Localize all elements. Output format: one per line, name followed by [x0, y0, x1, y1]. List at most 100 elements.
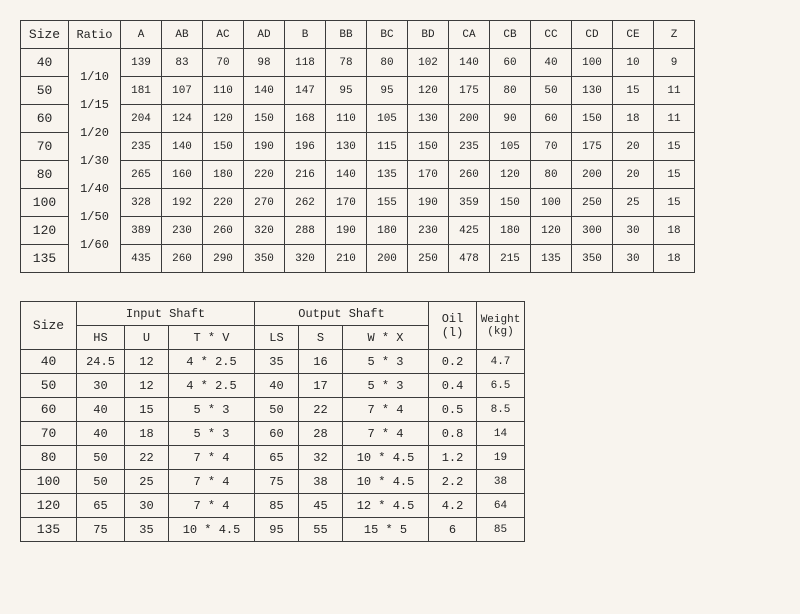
col-ad: AD — [244, 21, 285, 49]
cell-value: 7 * 4 — [169, 470, 255, 494]
cell-value: 120 — [203, 105, 244, 133]
cell-value: 200 — [572, 161, 613, 189]
cell-value: 110 — [203, 77, 244, 105]
cell-value: 78 — [326, 49, 367, 77]
cell-value: 15 — [654, 161, 695, 189]
cell-value: 478 — [449, 245, 490, 273]
cell-size: 120 — [21, 217, 69, 245]
cell-value: 16 — [299, 350, 343, 374]
cell-value: 120 — [408, 77, 449, 105]
cell-value: 140 — [244, 77, 285, 105]
cell-size: 80 — [21, 446, 77, 470]
cell-value: 15 — [654, 133, 695, 161]
cell-value: 4 * 2.5 — [169, 374, 255, 398]
cell-value: 250 — [408, 245, 449, 273]
cell-value: 10 * 4.5 — [169, 518, 255, 542]
cell-value: 180 — [367, 217, 408, 245]
cell-size: 60 — [21, 398, 77, 422]
ratio-value: 1/60 — [69, 231, 120, 259]
cell-value: 200 — [449, 105, 490, 133]
table-row: 5030124 * 2.540175 * 30.46.5 — [21, 374, 525, 398]
cell-size: 70 — [21, 422, 77, 446]
col-group-input: Input Shaft — [77, 302, 255, 326]
cell-value: 7 * 4 — [343, 422, 429, 446]
col-a: A — [121, 21, 162, 49]
cell-value: 139 — [121, 49, 162, 77]
col-bc: BC — [367, 21, 408, 49]
cell-value: 389 — [121, 217, 162, 245]
ratio-value: 1/40 — [69, 175, 120, 203]
cell-value: 55 — [299, 518, 343, 542]
cell-value: 80 — [367, 49, 408, 77]
cell-value: 0.2 — [429, 350, 477, 374]
ratio-value: 1/30 — [69, 147, 120, 175]
cell-value: 65 — [77, 494, 125, 518]
col-u: U — [125, 326, 169, 350]
col-size: Size — [21, 302, 77, 350]
cell-value: 235 — [449, 133, 490, 161]
cell-value: 83 — [162, 49, 203, 77]
col-ce: CE — [613, 21, 654, 49]
cell-value: 1.2 — [429, 446, 477, 470]
col-hs: HS — [77, 326, 125, 350]
table-row: 6020412412015016811010513020090601501811 — [21, 105, 695, 133]
cell-value: 7 * 4 — [169, 494, 255, 518]
cell-value: 17 — [299, 374, 343, 398]
cell-value: 350 — [244, 245, 285, 273]
cell-value: 7 * 4 — [343, 398, 429, 422]
cell-value: 320 — [244, 217, 285, 245]
cell-value: 28 — [299, 422, 343, 446]
cell-value: 85 — [255, 494, 299, 518]
cell-value: 150 — [490, 189, 531, 217]
cell-value: 150 — [408, 133, 449, 161]
table-row: 135753510 * 4.5955515 * 5685 — [21, 518, 525, 542]
cell-value: 288 — [285, 217, 326, 245]
cell-value: 192 — [162, 189, 203, 217]
cell-value: 30 — [613, 245, 654, 273]
cell-value: 15 * 5 — [343, 518, 429, 542]
cell-value: 50 — [255, 398, 299, 422]
table-row: 4024.5124 * 2.535165 * 30.24.7 — [21, 350, 525, 374]
table-header-row: Size Ratio A AB AC AD B BB BC BD CA CB C… — [21, 21, 695, 49]
cell-value: 15 — [613, 77, 654, 105]
cell-value: 80 — [531, 161, 572, 189]
cell-value: 300 — [572, 217, 613, 245]
ratio-value: 1/10 — [69, 63, 120, 91]
cell-value: 359 — [449, 189, 490, 217]
cell-value: 175 — [449, 77, 490, 105]
cell-value: 216 — [285, 161, 326, 189]
col-wx: W * X — [343, 326, 429, 350]
cell-value: 190 — [244, 133, 285, 161]
table-header-row: Size Input Shaft Output Shaft Oil (l) We… — [21, 302, 525, 326]
cell-value: 115 — [367, 133, 408, 161]
cell-value: 328 — [121, 189, 162, 217]
cell-value: 8.5 — [477, 398, 525, 422]
cell-value: 40 — [255, 374, 299, 398]
cell-value: 12 * 4.5 — [343, 494, 429, 518]
cell-value: 170 — [408, 161, 449, 189]
cell-value: 75 — [255, 470, 299, 494]
cell-size: 120 — [21, 494, 77, 518]
cell-size: 100 — [21, 189, 69, 217]
cell-value: 350 — [572, 245, 613, 273]
cell-value: 175 — [572, 133, 613, 161]
table-row: 12065307 * 4854512 * 4.54.264 — [21, 494, 525, 518]
table-row: 1003281922202702621701551903591501002502… — [21, 189, 695, 217]
cell-value: 85 — [477, 518, 525, 542]
cell-value: 168 — [285, 105, 326, 133]
cell-value: 130 — [326, 133, 367, 161]
weight-unit: (kg) — [487, 326, 513, 338]
cell-value: 230 — [162, 217, 203, 245]
cell-value: 11 — [654, 105, 695, 133]
cell-value: 12 — [125, 350, 169, 374]
col-ab: AB — [162, 21, 203, 49]
cell-value: 10 — [613, 49, 654, 77]
cell-value: 220 — [203, 189, 244, 217]
cell-value: 5 * 3 — [169, 422, 255, 446]
cell-value: 140 — [162, 133, 203, 161]
cell-value: 0.4 — [429, 374, 477, 398]
cell-value: 18 — [613, 105, 654, 133]
table-row: 7040185 * 360287 * 40.814 — [21, 422, 525, 446]
cell-size: 40 — [21, 350, 77, 374]
cell-value: 50 — [77, 470, 125, 494]
